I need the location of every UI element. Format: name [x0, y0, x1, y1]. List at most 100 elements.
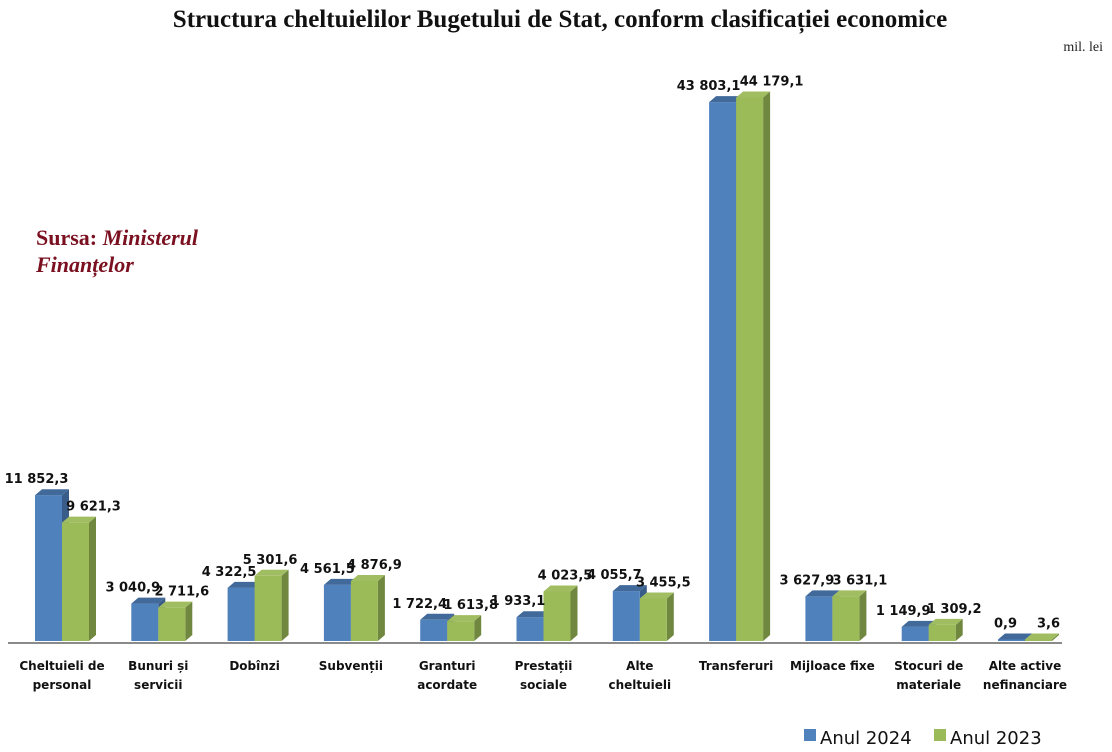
- value-label-2024-0: 11 852,3: [5, 472, 69, 487]
- bar-2023-3: [350, 575, 385, 641]
- bar-side: [185, 601, 193, 641]
- value-label-2023-5: 4 023,5: [538, 569, 593, 584]
- bar-2023-2: [254, 569, 289, 641]
- bar-side: [474, 615, 482, 641]
- value-label-2023-9: 1 309,2: [927, 602, 982, 617]
- value-label-2024-10: 0,9: [994, 617, 1017, 632]
- bar-front: [254, 575, 282, 641]
- legend: Anul 2024 Anul 2023: [804, 728, 1042, 749]
- bar-top: [901, 620, 936, 627]
- bar-top: [998, 633, 1032, 640]
- bar-front: [543, 591, 571, 641]
- bar-2023-9: [928, 618, 963, 641]
- bar-side: [377, 575, 385, 641]
- category-label-1: Bunuri și servicii: [128, 659, 188, 692]
- bars-group: [35, 91, 1059, 642]
- source-prefix: Sursa:: [36, 225, 97, 250]
- bar-top: [639, 592, 674, 599]
- source-line1: Ministerul: [102, 225, 199, 250]
- bar-top: [736, 91, 771, 98]
- bar-side: [763, 91, 771, 642]
- bar-top: [1025, 633, 1059, 640]
- bar-side: [859, 590, 867, 641]
- bar-2023-6: [639, 592, 674, 641]
- value-label-2023-10: 3,6: [1037, 617, 1060, 632]
- bar-2023-7: [736, 91, 771, 642]
- bar-side: [281, 569, 289, 641]
- value-label-2024-5: 1 933,1: [491, 594, 546, 609]
- bar-front: [131, 603, 159, 641]
- bar-top: [447, 615, 482, 622]
- value-label-2023-2: 5 301,6: [243, 553, 298, 568]
- bar-top: [131, 597, 166, 604]
- bar-top: [516, 611, 551, 618]
- category-label-8: Mijloace fixe: [790, 659, 875, 673]
- bar-front: [639, 598, 667, 641]
- bar-top: [35, 489, 69, 496]
- bar-front: [832, 596, 860, 641]
- bar-front: [928, 624, 956, 641]
- bar-2023-0: [62, 516, 96, 641]
- bar-front: [1025, 639, 1052, 641]
- bar-top: [323, 578, 358, 585]
- bar-front: [516, 617, 544, 641]
- bar-2023-5: [543, 585, 578, 641]
- bar-front: [158, 607, 186, 641]
- category-label-5: Prestații sociale: [515, 659, 573, 692]
- value-label-2024-3: 4 561,5: [300, 562, 355, 577]
- value-label-2024-9: 1 149,9: [876, 604, 931, 619]
- bar-top: [832, 590, 867, 597]
- bar-side: [1052, 633, 1059, 641]
- category-label-3: Subvenții: [319, 659, 383, 673]
- bar-2023-8: [832, 590, 867, 641]
- legend-swatch-2024: [804, 729, 816, 741]
- value-label-2024-1: 3 040,9: [105, 581, 160, 596]
- bar-front: [323, 584, 351, 641]
- bar-top: [62, 516, 96, 523]
- bar-top: [227, 581, 262, 588]
- source-note: Sursa: Ministerul Finanțelor: [35, 225, 204, 278]
- bar-2023-10: [1025, 633, 1059, 641]
- bar-front: [805, 596, 833, 641]
- bar-top: [350, 575, 385, 582]
- legend-label-2023: Anul 2023: [950, 728, 1042, 749]
- value-label-2023-0: 9 621,3: [66, 500, 121, 515]
- bar-front: [62, 522, 89, 641]
- value-label-2023-1: 2 711,6: [154, 585, 209, 600]
- value-label-2023-7: 44 179,1: [740, 74, 804, 89]
- value-label-2023-8: 3 631,1: [833, 573, 888, 588]
- bar-front: [709, 102, 737, 641]
- category-label-7: Transferuri: [699, 659, 773, 673]
- bar-front: [350, 581, 378, 641]
- bar-top: [805, 590, 840, 597]
- bar-top: [420, 613, 455, 620]
- category-labels-group: Cheltuieli de personal Bunuri și servicii Do…: [19, 659, 1067, 692]
- category-label-0: Cheltuieli de personal: [19, 659, 104, 692]
- legend-swatch-2023: [934, 729, 946, 741]
- bar-front: [736, 97, 764, 642]
- value-label-2023-6: 3 455,5: [636, 575, 691, 590]
- bar-top: [928, 618, 963, 625]
- value-label-2024-2: 4 322,5: [202, 565, 257, 580]
- value-label-2024-7: 43 803,1: [677, 79, 741, 94]
- category-label-4: Granturi acordate: [417, 659, 477, 692]
- value-labels-group: 11 852,3 9 621,3 3 040,92 711,6 4 322,55 30…: [5, 74, 1060, 631]
- bar-side: [955, 618, 963, 641]
- category-label-2: Dobînzi: [229, 659, 280, 673]
- value-label-2023-4: 1 613,8: [443, 598, 498, 613]
- bar-front: [420, 619, 448, 641]
- category-label-9: Stocuri de materiale: [894, 659, 963, 692]
- chart-title: Structura cheltuielilor Bugetului de Sta…: [173, 6, 947, 34]
- bar-front: [227, 587, 255, 641]
- bar-front: [612, 591, 640, 641]
- category-label-10: Alte active nefinanciare: [983, 659, 1067, 692]
- unit-label: mil. lei: [1063, 40, 1103, 55]
- value-label-2024-6: 4 055,7: [587, 568, 642, 583]
- bar-top: [158, 601, 193, 608]
- bar-top: [254, 569, 289, 576]
- bar-front: [901, 626, 929, 641]
- legend-label-2024: Anul 2024: [820, 728, 912, 749]
- value-label-2024-8: 3 627,9: [780, 573, 835, 588]
- bar-top: [543, 585, 578, 592]
